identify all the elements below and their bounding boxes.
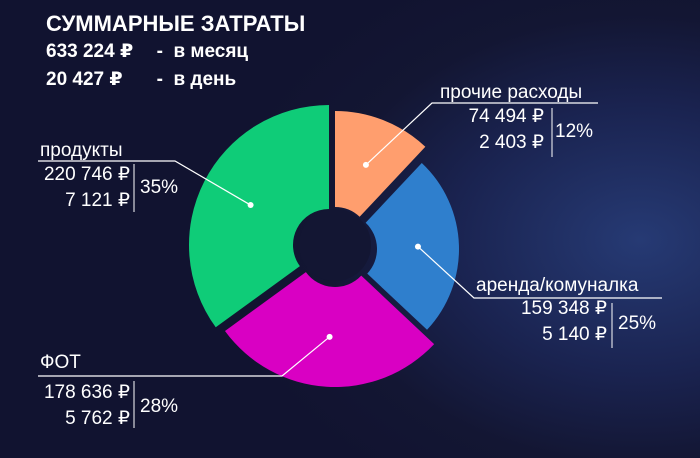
leader-line-payroll: [38, 336, 330, 377]
values-rent: 159 348 ₽ 5 140 ₽: [521, 296, 607, 348]
donut-hole: [299, 209, 371, 281]
summary-block: СУММАРНЫЕ ЗАТРАТЫ 633 224 ₽ - в месяц 20…: [46, 10, 305, 94]
leader-dot-payroll: [326, 333, 333, 340]
summary-monthly: 633 224 ₽ - в месяц: [46, 38, 305, 66]
daily-value-other: 2 403 ₽: [479, 132, 544, 153]
values-products: 220 746 ₽ 7 121 ₽: [40, 162, 130, 214]
monthly-value-other: 74 494 ₽: [468, 106, 544, 127]
leader-dot-products: [247, 202, 254, 209]
daily-value-products: 7 121 ₽: [65, 190, 130, 211]
values-other: 74 494 ₽ 2 403 ₽: [469, 104, 544, 156]
category-label-rent: аренда/комуналка: [476, 275, 639, 296]
percent-label-products: 35%: [140, 177, 179, 198]
category-label-products: продукты: [40, 140, 123, 161]
percent-label-payroll: 28%: [140, 396, 179, 417]
leader-line-other: [365, 102, 598, 166]
slice-payroll: [224, 272, 435, 387]
category-label-other: прочие расходы: [440, 82, 583, 103]
daily-value-rent: 5 140 ₽: [542, 324, 607, 345]
leader-dot-other: [362, 161, 369, 168]
leader-dot-rent: [414, 243, 421, 250]
monthly-label: - в месяц: [156, 41, 249, 62]
slice-rent: [365, 162, 459, 330]
percent-label-other: 12%: [555, 121, 594, 142]
monthly-total: 633 224 ₽: [46, 41, 134, 62]
slice-products: [189, 105, 329, 328]
category-label-payroll: ФОТ: [40, 352, 81, 373]
monthly-value-rent: 159 348 ₽: [520, 298, 607, 319]
percent-label-rent: 25%: [618, 313, 657, 334]
slice-other: [335, 111, 426, 217]
values-payroll: 178 636 ₽ 5 762 ₽: [40, 380, 130, 432]
summary-daily: 20 427 ₽ - в день: [46, 66, 305, 94]
monthly-value-payroll: 178 636 ₽: [43, 382, 130, 403]
daily-total: 20 427 ₽: [46, 69, 123, 90]
leader-line-rent: [417, 246, 662, 299]
daily-value-payroll: 5 762 ₽: [65, 408, 130, 429]
leader-line-products: [38, 160, 251, 206]
monthly-value-products: 220 746 ₽: [43, 164, 130, 185]
daily-label: - в день: [156, 69, 237, 90]
summary-title: СУММАРНЫЕ ЗАТРАТЫ: [46, 11, 306, 36]
